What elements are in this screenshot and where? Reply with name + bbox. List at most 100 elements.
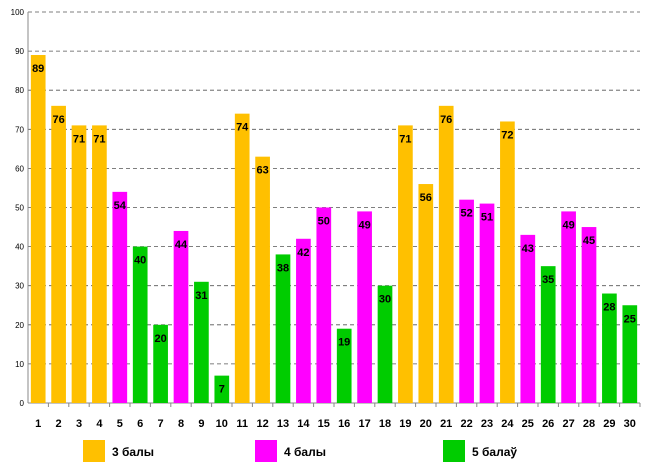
legend-label-1: 3 балы (112, 445, 154, 459)
bar-22 (459, 199, 474, 403)
bar-7 (153, 324, 168, 403)
x-tick-label: 22 (460, 418, 472, 430)
bar-21 (438, 105, 454, 403)
bar-8 (173, 230, 189, 403)
bar-13 (275, 254, 291, 403)
legend-swatch-2 (255, 440, 277, 462)
x-tick-label: 5 (117, 418, 123, 430)
x-tick-label: 7 (158, 418, 164, 430)
bar-4 (92, 125, 107, 403)
data-label-9: 31 (195, 290, 207, 302)
data-label-28: 45 (583, 235, 595, 247)
x-tick-label: 27 (562, 418, 574, 430)
data-label-15: 50 (318, 216, 330, 228)
x-tick-label: 15 (318, 418, 330, 430)
data-label-6: 40 (134, 255, 146, 267)
data-label-24: 72 (501, 129, 513, 141)
x-tick-label: 9 (198, 418, 204, 430)
y-tick-label: 80 (15, 86, 24, 95)
legend-swatch-1 (83, 440, 105, 462)
data-label-14: 42 (297, 247, 309, 259)
data-label-7: 20 (154, 333, 166, 345)
y-tick-label: 40 (15, 243, 24, 252)
x-tick-label: 11 (236, 418, 248, 430)
data-label-8: 44 (175, 239, 188, 251)
x-tick-label: 12 (256, 418, 268, 430)
bar-20 (418, 184, 434, 403)
bar-9 (194, 281, 209, 403)
bar-14 (296, 238, 311, 403)
data-label-17: 49 (358, 219, 370, 231)
data-label-5: 54 (114, 200, 127, 212)
x-tick-label: 18 (379, 418, 391, 430)
data-label-23: 51 (481, 212, 493, 224)
x-tick-label: 2 (56, 418, 62, 430)
x-tick-label: 1 (35, 418, 41, 430)
data-label-25: 43 (522, 243, 534, 255)
data-label-10: 7 (219, 384, 225, 396)
data-label-22: 52 (460, 208, 472, 220)
legend: 3 балы 4 балы 5 балаў (83, 440, 517, 462)
x-tick-label: 6 (137, 418, 143, 430)
y-tick-label: 100 (11, 8, 25, 17)
data-label-21: 76 (440, 114, 452, 126)
x-tick-label: 29 (603, 418, 615, 430)
x-tick-label: 23 (481, 418, 493, 430)
y-tick-label: 70 (15, 125, 24, 134)
data-label-27: 49 (562, 219, 574, 231)
bar-3 (71, 125, 87, 403)
data-label-4: 71 (93, 133, 105, 145)
y-tick-label: 50 (15, 204, 24, 213)
x-tick-label: 13 (277, 418, 289, 430)
bar-24 (500, 121, 515, 403)
x-tick-label: 26 (542, 418, 554, 430)
x-tick-label: 3 (76, 418, 82, 430)
data-label-30: 25 (624, 313, 636, 325)
y-tick-label: 30 (15, 282, 24, 291)
x-tick-label: 21 (440, 418, 452, 430)
data-label-29: 28 (603, 302, 615, 314)
bar-30 (622, 305, 638, 403)
y-tick-label: 10 (15, 360, 24, 369)
data-label-19: 71 (399, 133, 411, 145)
legend-label-2: 4 балы (284, 445, 326, 459)
gridlines (28, 11, 640, 365)
data-label-16: 19 (338, 337, 350, 349)
y-tick-label: 60 (15, 164, 24, 173)
data-label-18: 30 (379, 294, 391, 306)
bar-17 (357, 211, 372, 403)
data-label-3: 71 (73, 133, 85, 145)
x-tick-label: 19 (399, 418, 411, 430)
bar-11 (234, 113, 250, 403)
x-tick-label: 30 (624, 418, 636, 430)
x-tick-label: 25 (522, 418, 534, 430)
data-label-2: 76 (52, 114, 64, 126)
bar-27 (561, 211, 576, 403)
data-labels: 89 76 71 71 54 40 20 44 31 7 74 63 38 42 50 19 49 30 71 56 7… (32, 63, 636, 396)
bar-23 (479, 203, 495, 403)
data-label-1: 89 (32, 63, 44, 75)
x-tick-label: 20 (420, 418, 432, 430)
data-label-11: 74 (236, 122, 249, 134)
bar-26 (540, 266, 556, 403)
x-tick-label: 24 (501, 418, 514, 430)
bar-2 (51, 105, 66, 403)
bar-29 (602, 293, 617, 403)
data-label-13: 38 (277, 262, 289, 274)
bar-15 (316, 207, 332, 403)
x-tick-label: 8 (178, 418, 184, 430)
bar-1 (30, 55, 46, 403)
bar-28 (581, 227, 597, 403)
x-tick-label: 17 (358, 418, 370, 430)
x-tick-label: 16 (338, 418, 350, 430)
bar-16 (336, 328, 352, 403)
bar-12 (255, 156, 270, 403)
data-label-26: 35 (542, 274, 554, 286)
data-label-12: 63 (256, 165, 268, 177)
bar-19 (398, 125, 413, 403)
x-tick-label: 28 (583, 418, 595, 430)
y-tick-label: 20 (15, 321, 24, 330)
bar-6 (132, 246, 148, 403)
